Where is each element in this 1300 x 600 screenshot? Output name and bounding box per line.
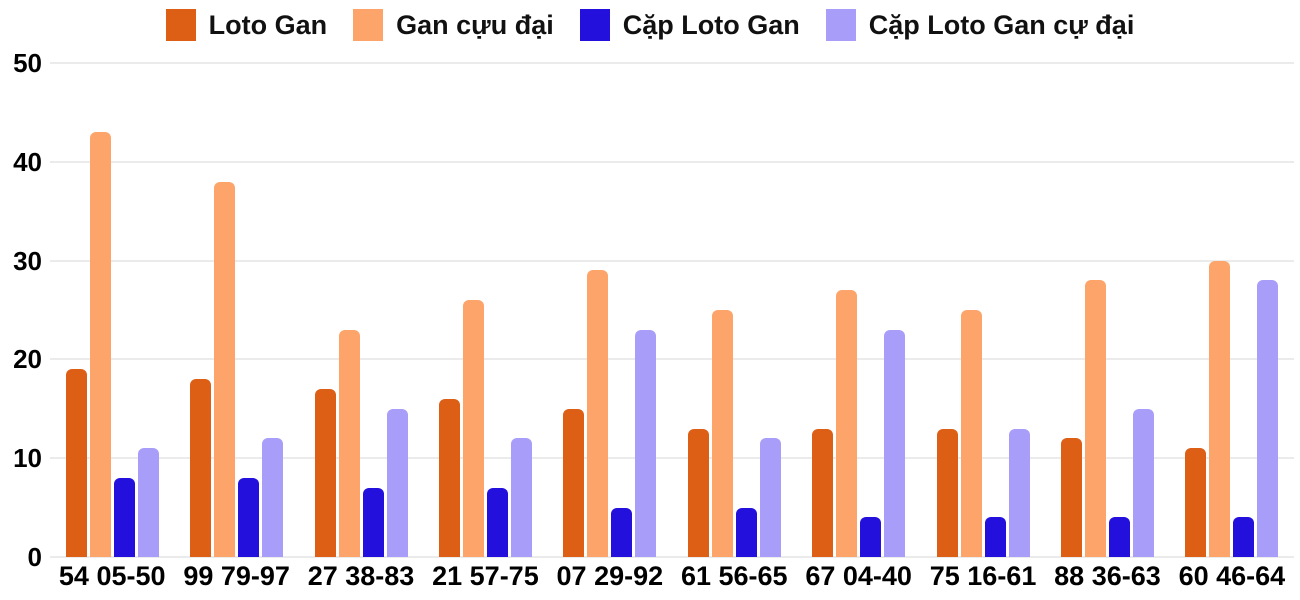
y-tick-label: 10 (13, 443, 42, 474)
legend-label: Loto Gan (208, 9, 328, 40)
legend-label: Cặp Loto Gan cự đại (868, 9, 1135, 40)
x-tick-label: 07 29-92 (556, 561, 664, 591)
bar (190, 379, 212, 557)
y-tick-label: 20 (13, 344, 42, 375)
bar (812, 428, 834, 557)
x-tick-label: 61 56-65 (680, 561, 788, 591)
bar-group (299, 63, 423, 557)
bar (214, 181, 236, 557)
bar-group (1170, 63, 1294, 557)
plot-area: 0 10 20 30 40 50 (0, 48, 1300, 572)
x-tick-label: 27 38-83 (307, 561, 415, 591)
x-axis-labels: 54 05-50 99 79-97 27 38-83 21 57-75 07 29-92… (50, 561, 1294, 592)
bar (563, 408, 585, 557)
bar-groups (50, 63, 1294, 557)
bar (759, 438, 781, 557)
bar (338, 329, 360, 557)
bar (635, 329, 657, 557)
bar-group (548, 63, 672, 557)
bar-group (796, 63, 920, 557)
bar (262, 438, 284, 557)
x-tick-label: 99 79-97 (183, 561, 290, 591)
gridline (50, 62, 1294, 64)
bar (1084, 280, 1106, 557)
bar (611, 507, 633, 557)
legend-swatch-icon (165, 9, 196, 41)
bar (1185, 448, 1207, 557)
bar (711, 310, 733, 557)
gridline (50, 160, 1294, 163)
bar (314, 389, 336, 557)
gridline (50, 358, 1294, 361)
legend-label: Gan cựu đại (396, 9, 554, 40)
y-tick-label: 40 (13, 146, 42, 177)
x-tick-label: 88 36-63 (1054, 561, 1161, 591)
bar-group (1045, 63, 1169, 557)
x-tick-label: 60 46-64 (1178, 561, 1286, 591)
bar-group (921, 63, 1045, 557)
bar-group (174, 63, 298, 557)
bar (510, 438, 532, 557)
bar (984, 517, 1006, 557)
bar (735, 507, 757, 557)
bar (687, 428, 709, 557)
bar (113, 477, 135, 557)
bar (362, 487, 384, 557)
bar (936, 428, 958, 557)
bar (137, 448, 159, 557)
bar (960, 310, 982, 557)
bar (884, 329, 906, 557)
bar (462, 300, 484, 557)
gridline (50, 556, 1294, 558)
legend-item-1[interactable]: Gan cựu đại (353, 9, 554, 41)
legend: Loto Gan Gan cựu đại Cặp Loto Gan Cặp Loto … (0, 9, 1300, 41)
bar (836, 290, 858, 557)
bar-group (423, 63, 547, 557)
bar (65, 369, 87, 557)
bar-group (672, 63, 796, 557)
legend-label: Cặp Loto Gan (622, 9, 800, 40)
gridline (50, 457, 1294, 460)
y-tick-label: 50 (13, 48, 42, 78)
bar (238, 477, 260, 557)
x-tick-label: 67 04-40 (805, 561, 912, 591)
x-tick-label: 21 57-75 (432, 561, 539, 591)
legend-swatch-icon (353, 9, 384, 41)
bar (860, 517, 882, 557)
bar (1108, 517, 1130, 557)
legend-item-0[interactable]: Loto Gan (165, 9, 328, 41)
legend-item-2[interactable]: Cặp Loto Gan (579, 9, 800, 41)
x-tick-label: 75 16-61 (929, 561, 1037, 591)
bar (486, 487, 508, 557)
y-tick-label: 0 (27, 542, 42, 572)
bar (89, 132, 111, 557)
legend-swatch-icon (825, 9, 856, 41)
x-tick-label: 54 05-50 (58, 561, 166, 591)
gridline (50, 259, 1294, 262)
legend-item-3[interactable]: Cặp Loto Gan cự đại (825, 9, 1135, 41)
bar (1060, 438, 1082, 557)
bar (1209, 260, 1231, 557)
bar (587, 270, 609, 557)
bar (386, 408, 408, 557)
bar (438, 398, 460, 557)
bar (1132, 408, 1154, 557)
bar (1257, 280, 1279, 557)
bar (1233, 517, 1255, 557)
y-tick-label: 30 (13, 245, 42, 276)
bar-group (50, 63, 174, 557)
bar (1008, 428, 1030, 557)
legend-swatch-icon (579, 9, 610, 41)
